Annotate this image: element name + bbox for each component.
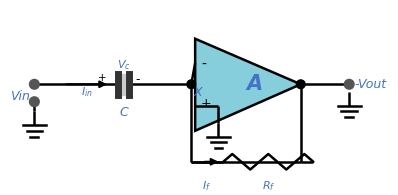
Text: -Vout: -Vout [354, 78, 386, 91]
Circle shape [297, 80, 305, 89]
Text: A: A [246, 74, 262, 94]
Text: +: + [98, 73, 107, 83]
Circle shape [29, 97, 39, 106]
Text: $V_c$: $V_c$ [117, 58, 131, 72]
Circle shape [344, 79, 354, 89]
Text: X: X [193, 86, 202, 99]
Text: $R_f$: $R_f$ [262, 179, 275, 193]
Text: -: - [136, 73, 140, 86]
Text: +: + [201, 97, 212, 110]
Text: $I_f$: $I_f$ [202, 179, 211, 193]
Text: $I_{in}$: $I_{in}$ [81, 85, 93, 99]
Text: C: C [119, 106, 128, 119]
Text: -: - [201, 58, 206, 72]
Circle shape [29, 79, 39, 89]
Polygon shape [195, 39, 301, 131]
Circle shape [187, 80, 196, 89]
Text: Vin: Vin [10, 90, 30, 103]
